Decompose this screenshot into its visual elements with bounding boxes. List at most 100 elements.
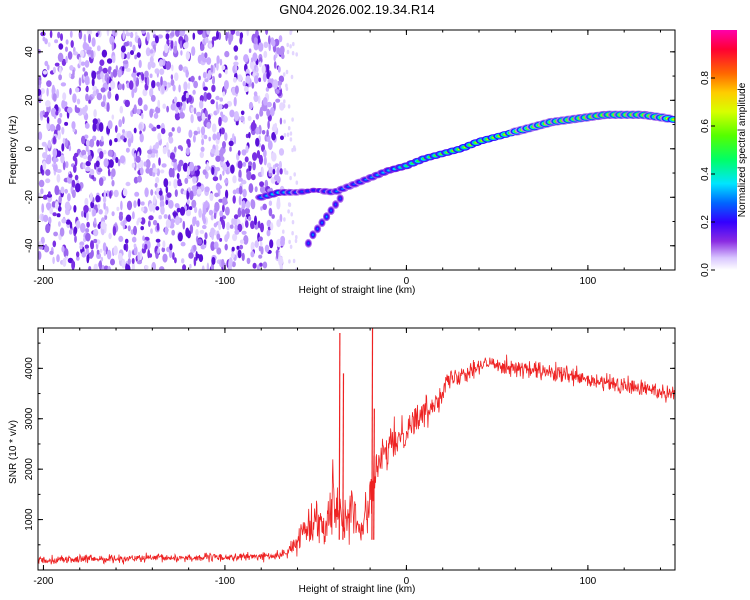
noise-speckle <box>209 43 213 48</box>
noise-speckle <box>181 258 185 264</box>
noise-speckle <box>291 220 295 225</box>
y-tick-label: 0 <box>24 146 35 152</box>
noise-speckle <box>285 86 289 92</box>
noise-speckle <box>85 166 91 172</box>
noise-speckle <box>87 149 91 157</box>
noise-speckle <box>42 152 48 159</box>
noise-speckle <box>56 213 61 218</box>
noise-speckle <box>283 217 286 222</box>
snr-panel: -200 -100 0 100 1000 2000 3000 4000 Height of … <box>8 327 676 595</box>
noise-speckle <box>147 61 152 70</box>
noise-speckle <box>168 167 174 178</box>
noise-speckle <box>49 124 55 132</box>
noise-speckle <box>189 161 195 172</box>
noise-speckle <box>125 32 131 37</box>
noise-speckle <box>188 252 194 259</box>
noise-speckle <box>143 104 148 111</box>
noise-speckle <box>181 94 187 103</box>
noise-speckle <box>258 42 264 52</box>
noise-speckle <box>165 219 171 228</box>
noise-speckle <box>98 177 104 187</box>
noise-speckle <box>233 61 239 66</box>
noise-speckle <box>176 101 181 108</box>
colorbar-tick-label: 0.2 <box>700 215 711 229</box>
noise-speckle <box>206 57 212 65</box>
noise-speckle <box>85 93 89 102</box>
noise-speckle <box>198 254 204 263</box>
noise-speckle <box>93 263 98 270</box>
noise-speckle <box>76 98 81 105</box>
noise-speckle <box>233 136 237 145</box>
noise-speckle <box>237 150 241 156</box>
noise-speckle <box>174 215 181 226</box>
noise-speckle <box>92 85 98 92</box>
noise-speckle <box>81 210 84 218</box>
noise-speckle <box>85 228 90 233</box>
track-blob <box>370 176 373 178</box>
noise-speckle <box>45 100 51 108</box>
noise-speckle <box>293 145 296 150</box>
noise-speckle <box>243 54 249 63</box>
noise-speckle <box>169 243 173 251</box>
noise-speckle <box>234 55 238 61</box>
noise-speckle <box>197 238 203 245</box>
noise-speckle <box>131 258 135 264</box>
noise-speckle <box>112 69 118 78</box>
noise-speckle <box>111 114 115 120</box>
track-blob <box>341 188 344 190</box>
noise-speckle <box>212 176 219 182</box>
track-blob <box>382 172 385 174</box>
noise-speckle <box>195 251 198 261</box>
noise-speckle <box>228 259 233 270</box>
noise-speckle <box>286 42 290 48</box>
track-blob <box>405 165 408 167</box>
noise-speckle <box>104 214 108 220</box>
noise-speckle <box>118 235 124 242</box>
noise-speckle <box>161 128 166 135</box>
noise-speckle <box>52 93 57 102</box>
noise-speckle <box>154 35 159 44</box>
noise-speckle <box>249 60 255 70</box>
noise-speckle <box>277 66 281 73</box>
noise-speckle <box>91 174 95 180</box>
noise-speckle <box>229 146 232 152</box>
noise-speckle <box>228 140 234 147</box>
noise-speckle <box>253 91 258 97</box>
noise-speckle <box>131 72 137 78</box>
noise-speckle <box>204 118 208 123</box>
noise-speckle <box>182 264 187 270</box>
noise-speckle <box>218 73 222 78</box>
noise-speckle <box>162 146 167 155</box>
noise-speckle <box>85 160 91 167</box>
noise-speckle <box>185 69 189 78</box>
noise-speckle <box>69 221 73 229</box>
snr-line-layer <box>38 328 675 565</box>
noise-speckle <box>211 256 216 265</box>
snr-spike <box>338 333 341 540</box>
noise-speckle <box>186 199 190 205</box>
noise-speckle <box>40 164 43 174</box>
noise-speckle <box>222 115 228 123</box>
noise-speckle <box>164 226 169 236</box>
noise-speckle <box>182 220 186 230</box>
noise-speckle <box>206 161 209 172</box>
noise-speckle <box>182 162 189 172</box>
noise-speckle <box>232 189 237 195</box>
noise-speckle <box>56 169 62 173</box>
noise-speckle <box>42 194 48 200</box>
noise-speckle <box>151 80 156 89</box>
noise-speckle <box>149 73 153 79</box>
noise-speckle <box>67 193 71 202</box>
noise-speckle <box>233 214 239 220</box>
noise-speckle <box>165 186 168 194</box>
noise-speckle <box>115 156 119 164</box>
noise-speckle <box>103 201 106 210</box>
noise-speckle <box>95 32 99 37</box>
noise-speckle <box>245 200 251 209</box>
noise-speckle <box>69 65 74 71</box>
noise-speckle <box>182 101 186 111</box>
noise-speckle <box>38 179 45 188</box>
spectrogram-x-label: Height of straight line (km) <box>299 285 416 296</box>
noise-speckle <box>196 182 202 187</box>
noise-speckle <box>122 219 126 230</box>
